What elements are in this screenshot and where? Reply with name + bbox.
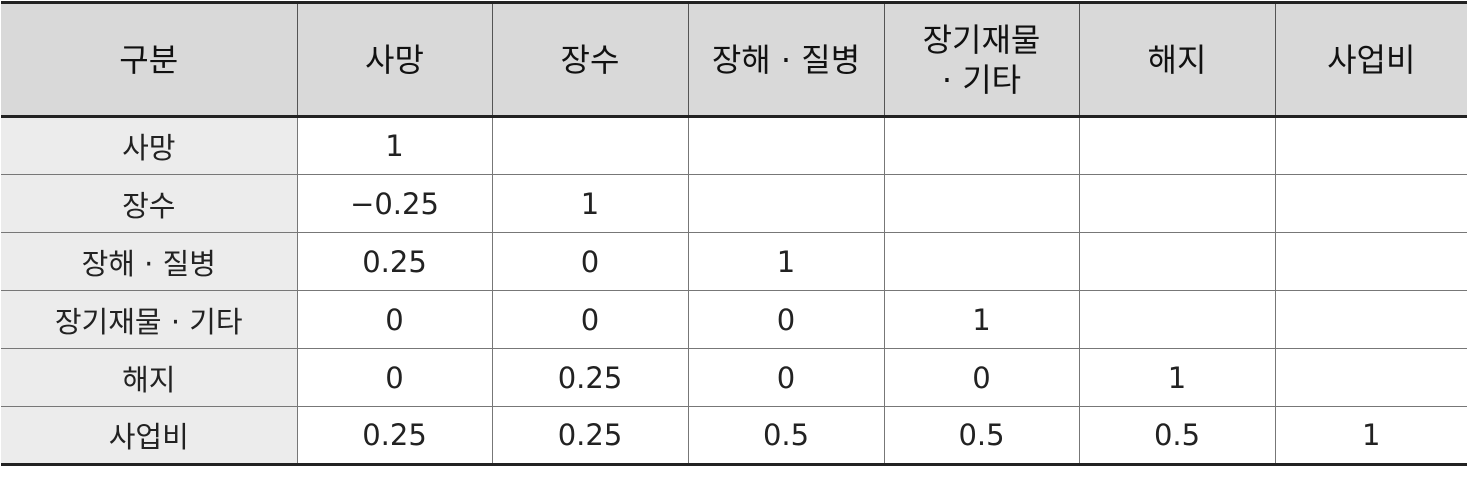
- table-cell: 0: [687, 348, 885, 407]
- table-cell: [883, 174, 1080, 233]
- header-longevity: 장수: [491, 1, 689, 118]
- header-longterm-property-line2: · 기타: [941, 60, 1022, 99]
- table-cell: 0.5: [687, 406, 885, 466]
- table-cell: 0: [687, 290, 885, 349]
- table-row: 사망 1: [1, 116, 1467, 175]
- table-cell: [883, 116, 1080, 175]
- table-cell: 0: [296, 290, 493, 349]
- table-cell: [1274, 116, 1467, 175]
- table-cell: 1: [491, 174, 689, 233]
- header-expense: 사업비: [1274, 1, 1467, 118]
- table-cell: 1: [1274, 406, 1467, 466]
- table-cell: 0.5: [883, 406, 1080, 466]
- header-death: 사망: [296, 1, 493, 118]
- row-label: 해지: [1, 348, 298, 407]
- table-row: 장기재물 · 기타 0 0 0 1: [1, 290, 1467, 349]
- table-cell: [1078, 232, 1276, 291]
- table-cell: 0: [491, 290, 689, 349]
- table-row: 해지 0 0.25 0 0 1: [1, 348, 1467, 407]
- table-cell: 1: [687, 232, 885, 291]
- table-cell: [1078, 174, 1276, 233]
- table-cell: [1274, 232, 1467, 291]
- header-longterm-property-other: 장기재물 · 기타: [883, 1, 1080, 118]
- row-label: 장해 · 질병: [1, 232, 298, 291]
- header-category: 구분: [1, 1, 298, 118]
- row-label: 장기재물 · 기타: [1, 290, 298, 349]
- correlation-matrix-table: 구분 사망 장수 장해 · 질병 장기재물 · 기타 해지 사업비 사망 1: [1, 1, 1467, 466]
- table-cell: 0: [491, 232, 689, 291]
- table-cell: 0.25: [491, 406, 689, 466]
- header-disability-disease: 장해 · 질병: [687, 1, 885, 118]
- table-cell: −0.25: [296, 174, 493, 233]
- table-cell: 1: [883, 290, 1080, 349]
- table-cell: 0.5: [1078, 406, 1276, 466]
- table-cell: [687, 174, 885, 233]
- table-cell: 1: [296, 116, 493, 175]
- table-cell: [1078, 116, 1276, 175]
- table-cell: [1274, 174, 1467, 233]
- header-surrender: 해지: [1078, 1, 1276, 118]
- row-label: 사망: [1, 116, 298, 175]
- table-cell: 0: [296, 348, 493, 407]
- table-cell: 0: [883, 348, 1080, 407]
- table-cell: [883, 232, 1080, 291]
- header-row: 구분 사망 장수 장해 · 질병 장기재물 · 기타 해지 사업비: [1, 1, 1467, 118]
- table-cell: [687, 116, 885, 175]
- table-cell: [491, 116, 689, 175]
- table-cell: 0.25: [491, 348, 689, 407]
- header-longterm-property-line1: 장기재물: [922, 20, 1041, 59]
- table-row: 사업비 0.25 0.25 0.5 0.5 0.5 1: [1, 406, 1467, 466]
- row-label: 장수: [1, 174, 298, 233]
- table-cell: 0.25: [296, 232, 493, 291]
- table-cell: [1274, 348, 1467, 407]
- table-row: 장해 · 질병 0.25 0 1: [1, 232, 1467, 291]
- table-row: 장수 −0.25 1: [1, 174, 1467, 233]
- row-label: 사업비: [1, 406, 298, 466]
- table-cell: 1: [1078, 348, 1276, 407]
- table-cell: 0.25: [296, 406, 493, 466]
- table-cell: [1274, 290, 1467, 349]
- table-cell: [1078, 290, 1276, 349]
